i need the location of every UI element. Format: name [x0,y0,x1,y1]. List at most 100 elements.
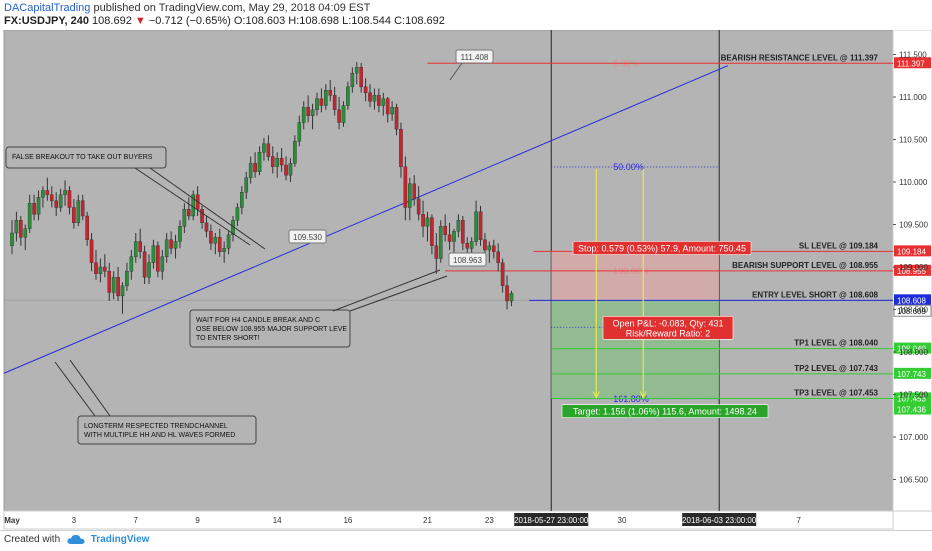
price-chart[interactable]: 0.00%50.00%100.00%127.20%161.80%BEARISH … [0,29,932,530]
candle-body [270,156,275,167]
candle-body [368,92,372,102]
candle-body [98,266,103,274]
price-level-label: SL LEVEL @ 109.184 [799,241,879,250]
candle-body [509,293,514,302]
candle-body [41,190,45,198]
candle-body [301,106,306,123]
candle-body [200,208,204,223]
candle-body [421,214,425,227]
false-breakout-note [5,146,167,169]
candle-body [213,237,218,244]
candle-body [350,72,355,87]
candle-body [36,197,41,215]
candle-body [319,98,324,106]
risk-zone [551,251,720,301]
time-axis [3,510,894,530]
candle-body [160,256,165,272]
support-price-callout-text: 108.963 [453,256,482,265]
price-tag [894,367,931,379]
candle-body [103,266,107,272]
target-arrow-head [592,391,600,399]
x-tick-label: 14 [273,516,282,525]
candle-body [58,194,63,208]
candle-body [80,200,85,217]
chart-area[interactable]: 0.00%50.00%100.00%127.20%161.80%BEARISH … [0,29,932,530]
candle-body [310,109,315,116]
candle-body [182,208,187,227]
candle-body [67,190,72,208]
target-arrow-head [639,391,647,399]
price-tag [894,342,931,354]
candle-body [461,220,465,244]
x-tick-highlight [682,513,757,526]
candle-body [324,89,328,106]
candle-body [293,140,297,164]
tradingview-brand[interactable]: TradingView [90,534,150,546]
stop-box [572,241,752,255]
breakout-price-callout-text: 109.530 [293,233,322,242]
candle-body [341,105,346,123]
candle-body [262,143,266,153]
candle-body [359,67,363,87]
candle-body [147,262,151,278]
candle-body [27,203,32,229]
price-tag-label: 107.453 [897,394,926,403]
y-tick-label: 111.000 [899,93,927,102]
author-link[interactable]: DACapitalTrading [4,2,91,14]
candle-body [63,190,67,195]
candle-body [178,225,182,242]
candle-body [151,245,156,263]
candle-body [72,207,76,224]
candle-body [54,200,58,208]
candle-body [491,245,496,252]
price-tag [894,392,931,404]
candle-body [266,143,271,157]
candle-body [315,98,319,110]
footer: Created with TradingView [0,530,932,551]
price-change: −0.712 (−0.65%) [148,15,231,27]
price-tag-label: 109.184 [897,247,926,256]
x-tick-label: 7 [134,516,139,525]
false-breakout-note-text: FALSE BREAKOUT TO TAKE OUT BUYERS [12,154,153,161]
created-with-text: Created with [4,534,61,546]
candle-body [222,248,226,252]
candle-body [94,262,98,275]
candle-body [474,211,478,242]
candle-body [125,271,129,286]
candle-body [169,239,173,249]
candle-body [332,95,337,110]
price-tag-label: 107.743 [897,370,926,379]
candle-body [443,225,447,235]
stop-box-text: Stop: 0.579 (0.53%) 57.9, Amount: 750.45 [578,244,746,254]
candle-body [465,242,470,249]
price-level-label: BEARISH SUPPORT LEVEL @ 108.955 [732,261,878,270]
price-tag-label: 108.608 [897,296,926,305]
candle-body [328,89,333,96]
candle-body [244,177,249,193]
price-tag-label: 111.397 [897,59,925,68]
candle-body [390,106,394,115]
x-tick-label: 2018-05-27 23:00:00 [514,516,589,525]
symbol-info: FX:USDJPY, 240 108.692 ▼ −0.712 (−0.65%)… [4,15,445,27]
candle-body [133,241,138,258]
x-tick-label: 3 [72,516,77,525]
candle-body [381,98,386,106]
note-pointer [349,275,448,312]
entry-condition-note-text: TO ENTER SHORT! [196,335,260,342]
candle-body [253,163,257,173]
candle-body [129,256,134,272]
candle-body [217,237,222,252]
down-arrow-icon: ▼ [134,15,146,27]
candle-body [337,109,341,123]
candle-body [111,277,116,293]
candle-body [120,285,125,297]
price-level-label: TP3 LEVEL @ 107.453 [794,388,878,397]
callout-pointer [449,62,463,81]
y-tick-label: 111.500 [899,51,927,60]
note-pointer [149,167,266,250]
entry-condition-note [189,309,351,348]
candle-body [248,163,253,178]
trendchannel-note [77,415,257,445]
candle-body [49,194,54,201]
x-tick-label: May [4,516,20,525]
